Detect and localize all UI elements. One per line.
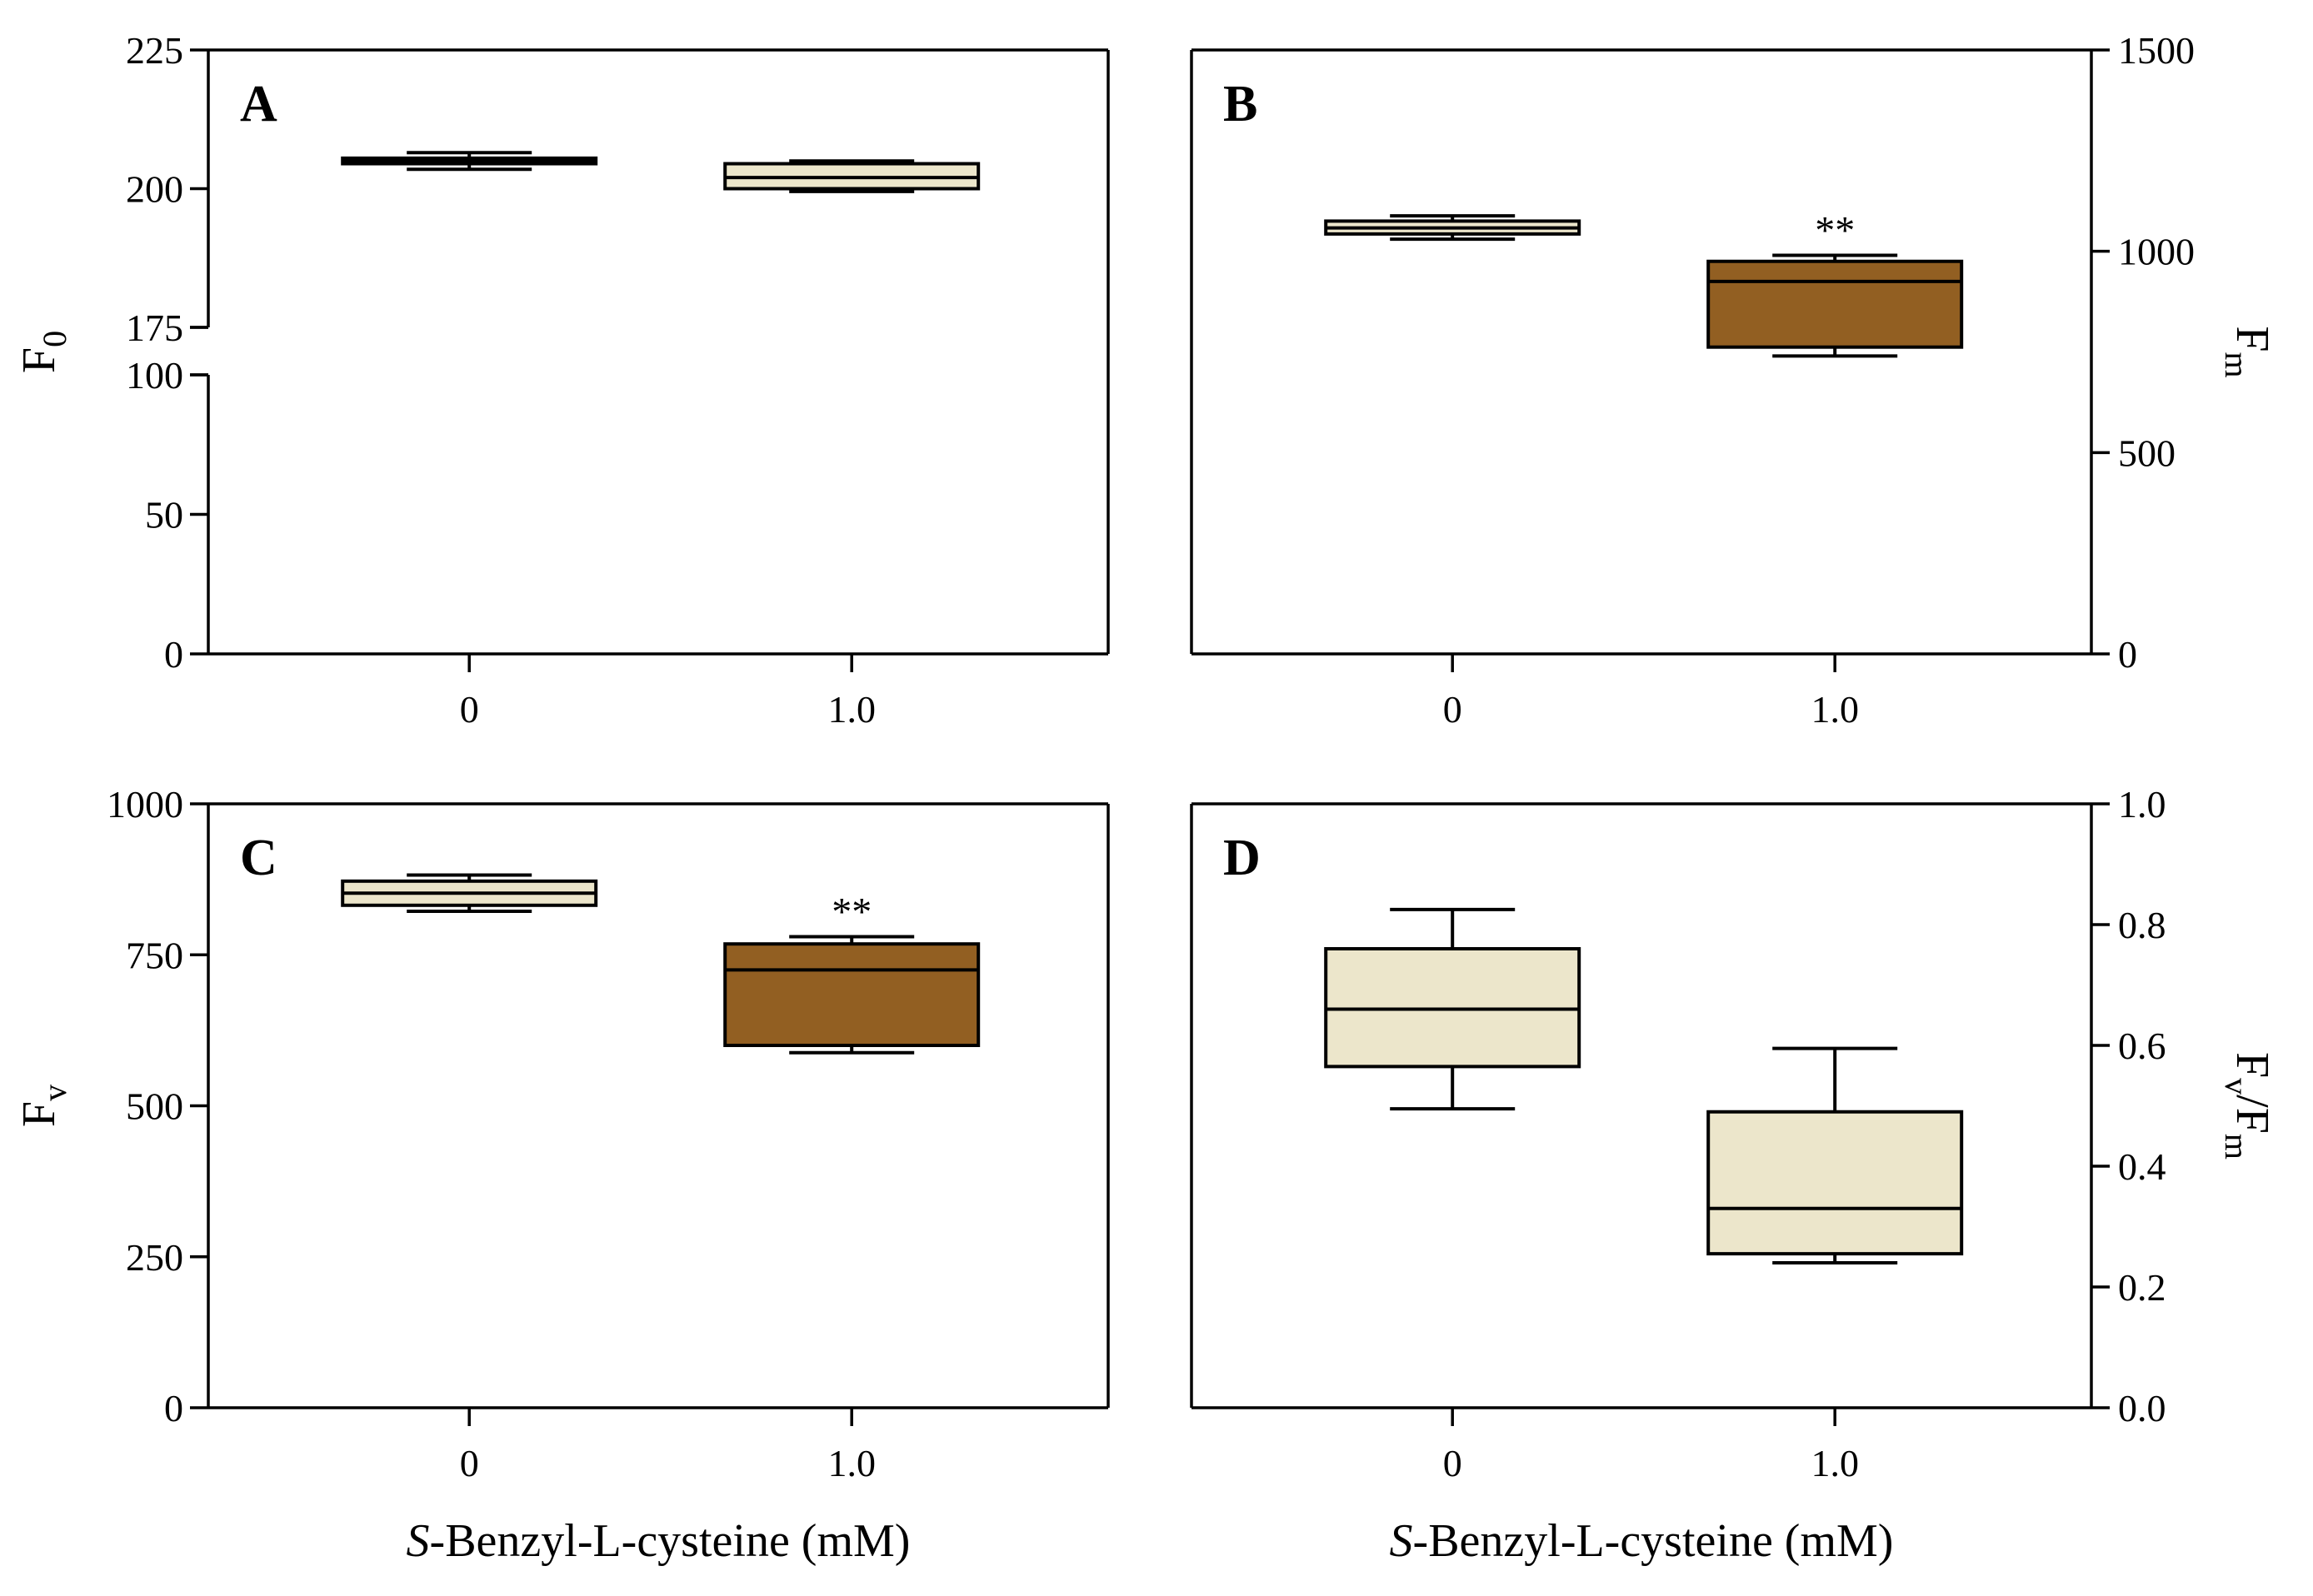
- y-axis-title-rest: /F: [2226, 1095, 2278, 1134]
- y-axis-title-sub: v: [36, 1085, 73, 1101]
- y-axis-title-main: F: [13, 347, 65, 373]
- y-axis-title-sub: 0: [36, 331, 73, 347]
- x-axis-title-italic: S: [407, 1515, 430, 1567]
- x-tick-label: 1.0: [827, 688, 876, 731]
- panel-letter: A: [240, 76, 277, 132]
- y-tick-label: 1500: [2118, 29, 2195, 72]
- x-tick-label: 0: [1443, 688, 1462, 731]
- y-axis-title: Fv: [13, 1085, 73, 1127]
- y-tick-label: 1000: [107, 783, 183, 825]
- y-tick-label: 0.2: [2118, 1266, 2166, 1309]
- y-axis-title-sub: m: [2218, 352, 2256, 378]
- y-tick-label: 500: [126, 1085, 183, 1128]
- x-tick-label: 0: [1443, 1442, 1462, 1484]
- x-tick-label: 1.0: [1811, 1442, 1859, 1484]
- box-body: [723, 942, 981, 1047]
- x-axis-title: S-Benzyl-L-cysteine (mM): [407, 1515, 911, 1567]
- y-axis-title: Fv/Fm: [2218, 1052, 2278, 1160]
- box-treated: **: [723, 890, 981, 1055]
- y-axis-title-main: F: [13, 1101, 65, 1127]
- x-tick-label: 1.0: [1811, 688, 1859, 731]
- box-treated: [1706, 1046, 1964, 1264]
- x-axis-title-rest: -Benzyl-L-cysteine (mM): [1413, 1515, 1894, 1567]
- panel-D: 0.0 0.2 0.4 0.6 0.8 1.0 0 1.0 D Fv/Fm: [1190, 783, 2278, 1484]
- y-tick-label: 0: [164, 633, 183, 676]
- y-axis-title-sub2: m: [2218, 1134, 2256, 1160]
- y-tick-label: 1.0: [2118, 783, 2166, 825]
- box-control: [341, 873, 598, 914]
- box-control: [341, 151, 598, 172]
- box-body: [1706, 1110, 1964, 1256]
- x-tick-label: 0: [460, 688, 479, 731]
- box-control: [1324, 907, 1581, 1111]
- y-tick-label: 0: [164, 1387, 183, 1429]
- y-tick-label: 0.0: [2118, 1387, 2166, 1429]
- y-axis-title: Fm: [2218, 326, 2278, 377]
- x-axis-title-italic: S: [1390, 1515, 1413, 1567]
- box-treated: [723, 159, 981, 193]
- y-tick-label: 750: [126, 934, 183, 976]
- y-tick-label: 250: [126, 1236, 183, 1279]
- y-tick-label: 100: [126, 354, 183, 397]
- y-axis-title-sub: v: [2218, 1078, 2256, 1095]
- x-axis-title: S-Benzyl-L-cysteine (mM): [1390, 1515, 1894, 1567]
- y-axis-title: F0: [13, 331, 73, 373]
- y-tick-label: 0.6: [2118, 1025, 2166, 1067]
- x-tick-label: 0: [460, 1442, 479, 1484]
- y-tick-label: 1000: [2118, 231, 2195, 273]
- box-body: [1706, 259, 1964, 349]
- y-tick-label: 0.4: [2118, 1145, 2166, 1188]
- panel-letter: C: [240, 830, 277, 886]
- panel-C: 0 250 500 750 1000 0 1.0 C Fv **: [13, 783, 1110, 1484]
- y-tick-label: 500: [2118, 431, 2176, 474]
- panel-B: 0 500 1000 1500 0 1.0 B Fm **: [1190, 29, 2278, 731]
- panel-letter: D: [1223, 830, 1261, 886]
- y-tick-label: 0: [2118, 633, 2137, 676]
- y-tick-label: 175: [126, 307, 183, 349]
- x-axis-title-rest: -Benzyl-L-cysteine (mM): [430, 1515, 911, 1567]
- y-tick-label: 200: [126, 168, 183, 211]
- significance-marker: **: [1815, 209, 1855, 253]
- y-tick-label: 0.8: [2118, 904, 2166, 946]
- y-tick-label: 225: [126, 29, 183, 72]
- panel-letter: B: [1223, 76, 1257, 132]
- y-tick-label: 50: [145, 494, 183, 536]
- box-treated: **: [1706, 209, 1964, 358]
- box-control: [1324, 214, 1581, 242]
- significance-marker: **: [832, 890, 872, 935]
- y-axis-title-main: F: [2226, 1052, 2278, 1078]
- x-tick-label: 1.0: [827, 1442, 876, 1484]
- y-axis-title-main: F: [2226, 326, 2278, 352]
